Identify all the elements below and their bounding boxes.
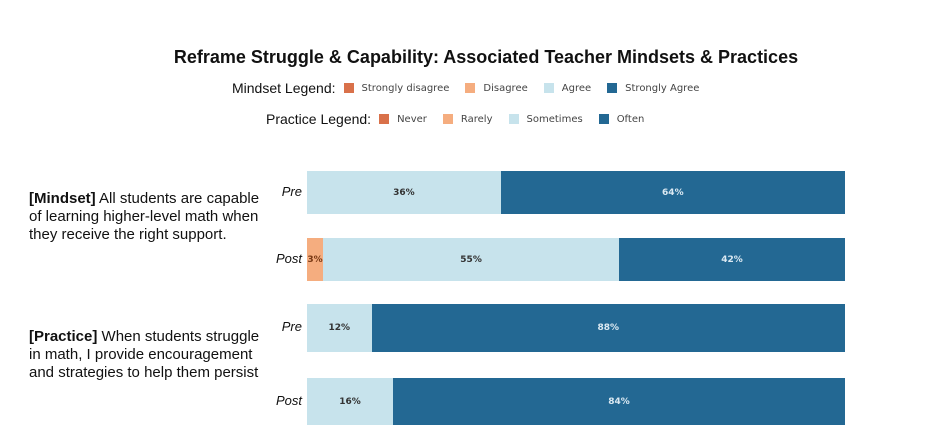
legend-title: Practice Legend: (266, 111, 372, 127)
legend-label: Strongly disagree (361, 82, 450, 94)
question-label: [Practice] When students struggle in mat… (29, 328, 260, 381)
legend-swatch (379, 114, 390, 124)
legend-label: Never (397, 113, 427, 125)
row-label: Post (275, 250, 302, 266)
bar-segment: 42% (619, 238, 845, 281)
legend-swatch (543, 83, 554, 93)
row-label: Pre (281, 183, 302, 199)
legend-item: Sometimes (508, 113, 583, 125)
question-label: [Mindset] All students are capable of le… (29, 190, 260, 243)
legend-label: Sometimes (526, 113, 583, 125)
legend-title: Mindset Legend: (232, 80, 336, 96)
mindset-legend: Mindset Legend: Strongly disagree Disagre… (232, 80, 715, 96)
bar-segment: 64% (500, 171, 845, 214)
bar: 12% 88% (307, 304, 845, 352)
bar-segment: 88% (371, 304, 845, 352)
legend-label: Rarely (460, 113, 493, 125)
bar-segment: 16% (307, 378, 394, 425)
legend-swatch (607, 83, 618, 93)
legend-item: Agree (543, 82, 592, 94)
bar: 16% 84% (307, 378, 845, 425)
bar-segment: 36% (307, 171, 501, 214)
legend-swatch (343, 83, 354, 93)
legend-item: Often (598, 113, 645, 125)
legend-swatch (598, 114, 609, 124)
legend-item: Never (379, 114, 427, 125)
practice-legend: Practice Legend: Never Rarely Sometimes Oft… (266, 111, 660, 127)
bar-segment: 55% (323, 238, 620, 281)
legend-item: Strongly disagree (343, 82, 450, 94)
bar: 3% 55% 42% (307, 238, 845, 281)
legend-item: Rarely (442, 113, 493, 125)
legend-label: Disagree (483, 82, 528, 94)
chart-title: Reframe Struggle & Capability: Associate… (173, 47, 799, 67)
legend-item: Disagree (465, 82, 528, 94)
legend-label: Strongly Agree (625, 82, 700, 94)
legend-label: Often (616, 113, 645, 125)
legend-item: Strongly Agree (607, 83, 699, 94)
bar: 36% 64% (307, 171, 845, 214)
bar-segment: 12% (307, 304, 372, 352)
bar-segment: 84% (393, 378, 845, 425)
row-label: Post (275, 392, 302, 408)
legend-swatch (508, 114, 519, 124)
bar-segment: 3% (307, 238, 324, 281)
legend-swatch (442, 114, 453, 124)
legend-swatch (465, 83, 476, 93)
legend-label: Agree (561, 82, 592, 94)
row-label: Pre (281, 319, 302, 334)
